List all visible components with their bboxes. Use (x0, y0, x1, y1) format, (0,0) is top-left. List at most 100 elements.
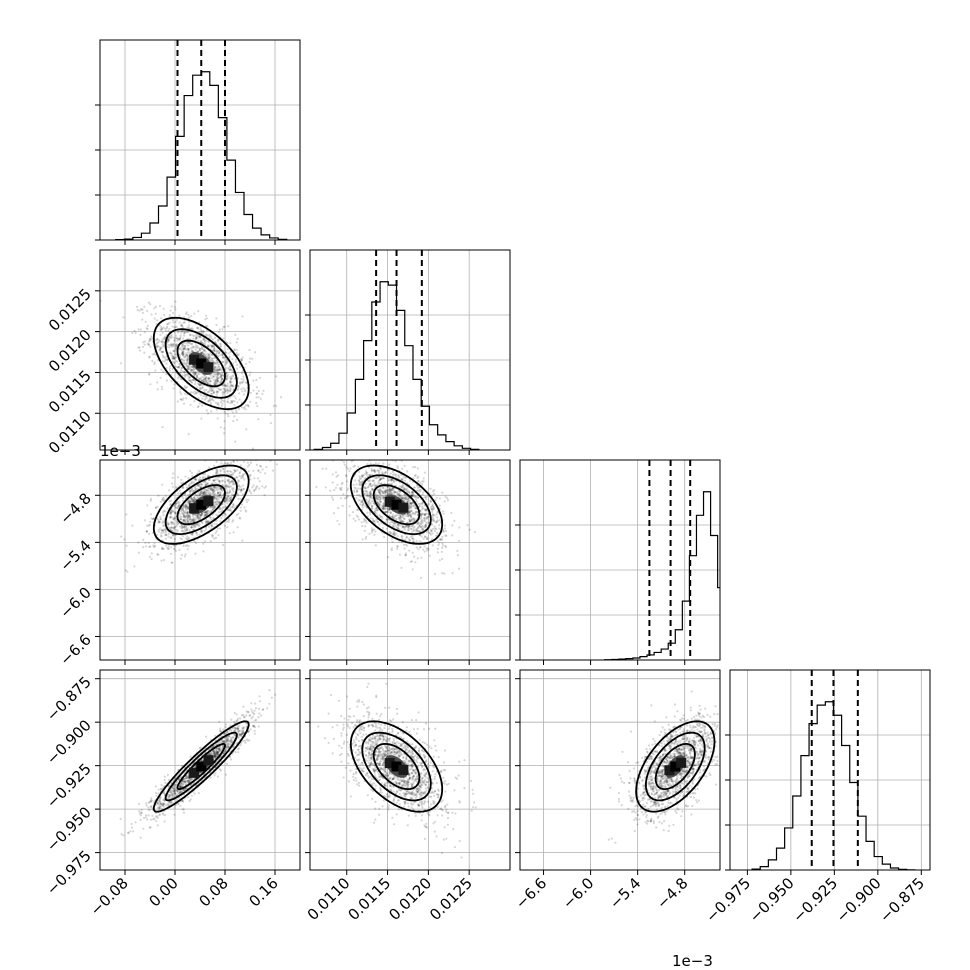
scatter-point (386, 511, 389, 514)
scatter-point (165, 367, 168, 370)
scatter-point (425, 523, 428, 526)
scatter-point (393, 533, 397, 537)
scatter-point (425, 521, 428, 524)
scatter-point (382, 508, 385, 511)
scatter-point (160, 327, 164, 330)
scatter-point (183, 780, 186, 783)
scatter-point (192, 391, 195, 394)
scatter-point (227, 491, 230, 495)
scatter-point (369, 473, 372, 476)
scatter-point (188, 499, 191, 502)
scatter-point (404, 495, 407, 498)
scatter-point (369, 462, 372, 465)
scatter-point (187, 330, 190, 333)
scatter-point (157, 530, 160, 533)
scatter-point (162, 344, 166, 347)
scatter-point (221, 378, 224, 381)
scatter-point (150, 517, 153, 520)
scatter-point (433, 572, 436, 576)
scatter-point (361, 475, 364, 478)
scatter-point (379, 492, 382, 495)
scatter-point (383, 506, 386, 509)
scatter-point (143, 340, 146, 343)
scatter-point (141, 345, 145, 348)
scatter-point (436, 511, 439, 514)
scatter-point (225, 377, 228, 380)
scatter-point (149, 545, 152, 548)
scatter-point (207, 487, 210, 490)
scatter-point (407, 499, 410, 502)
scatter-point (185, 505, 188, 508)
scatter-point (234, 397, 237, 400)
scatter-point (441, 535, 444, 538)
scatter-point (245, 381, 248, 384)
scatter-point (188, 516, 191, 519)
scatter-point (358, 475, 361, 478)
scatter-point (147, 541, 150, 544)
scatter-point (385, 489, 388, 492)
scatter-point (184, 347, 187, 350)
scatter-point (216, 417, 219, 420)
scatter-point (224, 363, 227, 366)
scatter-point (158, 339, 161, 342)
scatter-point (216, 456, 218, 458)
scatter-point (228, 481, 231, 484)
scatter-point (398, 493, 401, 496)
scatter-point (370, 469, 373, 472)
scatter-point (200, 417, 203, 420)
scatter-point (340, 488, 343, 491)
panel-2-1 (305, 459, 511, 665)
scatter-point (375, 500, 378, 503)
scatter-point (331, 498, 335, 501)
scatter-point (241, 454, 243, 456)
scatter-point (230, 737, 233, 740)
scatter-point (373, 471, 376, 474)
scatter-point (200, 494, 203, 497)
scatter-point (383, 508, 386, 511)
scatter-point (173, 516, 176, 520)
scatter-point (178, 366, 181, 369)
histogram-2 (604, 491, 720, 660)
scatter-point (202, 492, 205, 495)
scatter-point (192, 496, 195, 499)
scatter-point (444, 546, 447, 549)
scatter-point (148, 826, 151, 829)
scatter-point (353, 486, 356, 489)
scatter-point (182, 800, 185, 803)
scatter-point (222, 356, 225, 359)
scatter-point (378, 514, 381, 517)
scatter-point (185, 386, 188, 389)
scatter-point (190, 471, 193, 475)
scatter-point (237, 512, 240, 515)
scatter-point (185, 397, 188, 400)
scatter-point (225, 384, 228, 387)
scatter-point (214, 365, 217, 369)
scatter-point (375, 498, 378, 501)
scatter-point (208, 345, 211, 348)
scatter-point (177, 337, 180, 341)
scatter-point (216, 527, 219, 530)
scatter-point (233, 471, 236, 474)
scatter-point (202, 511, 206, 514)
panel-2-2 (515, 459, 721, 665)
scatter-point (163, 509, 166, 512)
scatter-point (190, 497, 193, 500)
scatter-point (175, 365, 178, 369)
scatter-point (186, 341, 189, 344)
scatter-point (250, 717, 253, 720)
scatter-point (210, 387, 213, 390)
scatter-point (195, 531, 198, 534)
scatter-point (235, 513, 238, 517)
scatter-point (224, 390, 227, 393)
scatter-point (411, 491, 414, 494)
scatter-point (196, 345, 199, 348)
scatter-point (438, 541, 441, 544)
scatter-point (169, 344, 172, 347)
scatter-point (364, 487, 367, 490)
scatter-point (159, 500, 162, 503)
scatter-point (229, 396, 232, 399)
scatter-point (412, 540, 415, 543)
scatter-point (421, 528, 424, 531)
scatter-point (186, 548, 189, 551)
scatter-point (179, 557, 182, 560)
